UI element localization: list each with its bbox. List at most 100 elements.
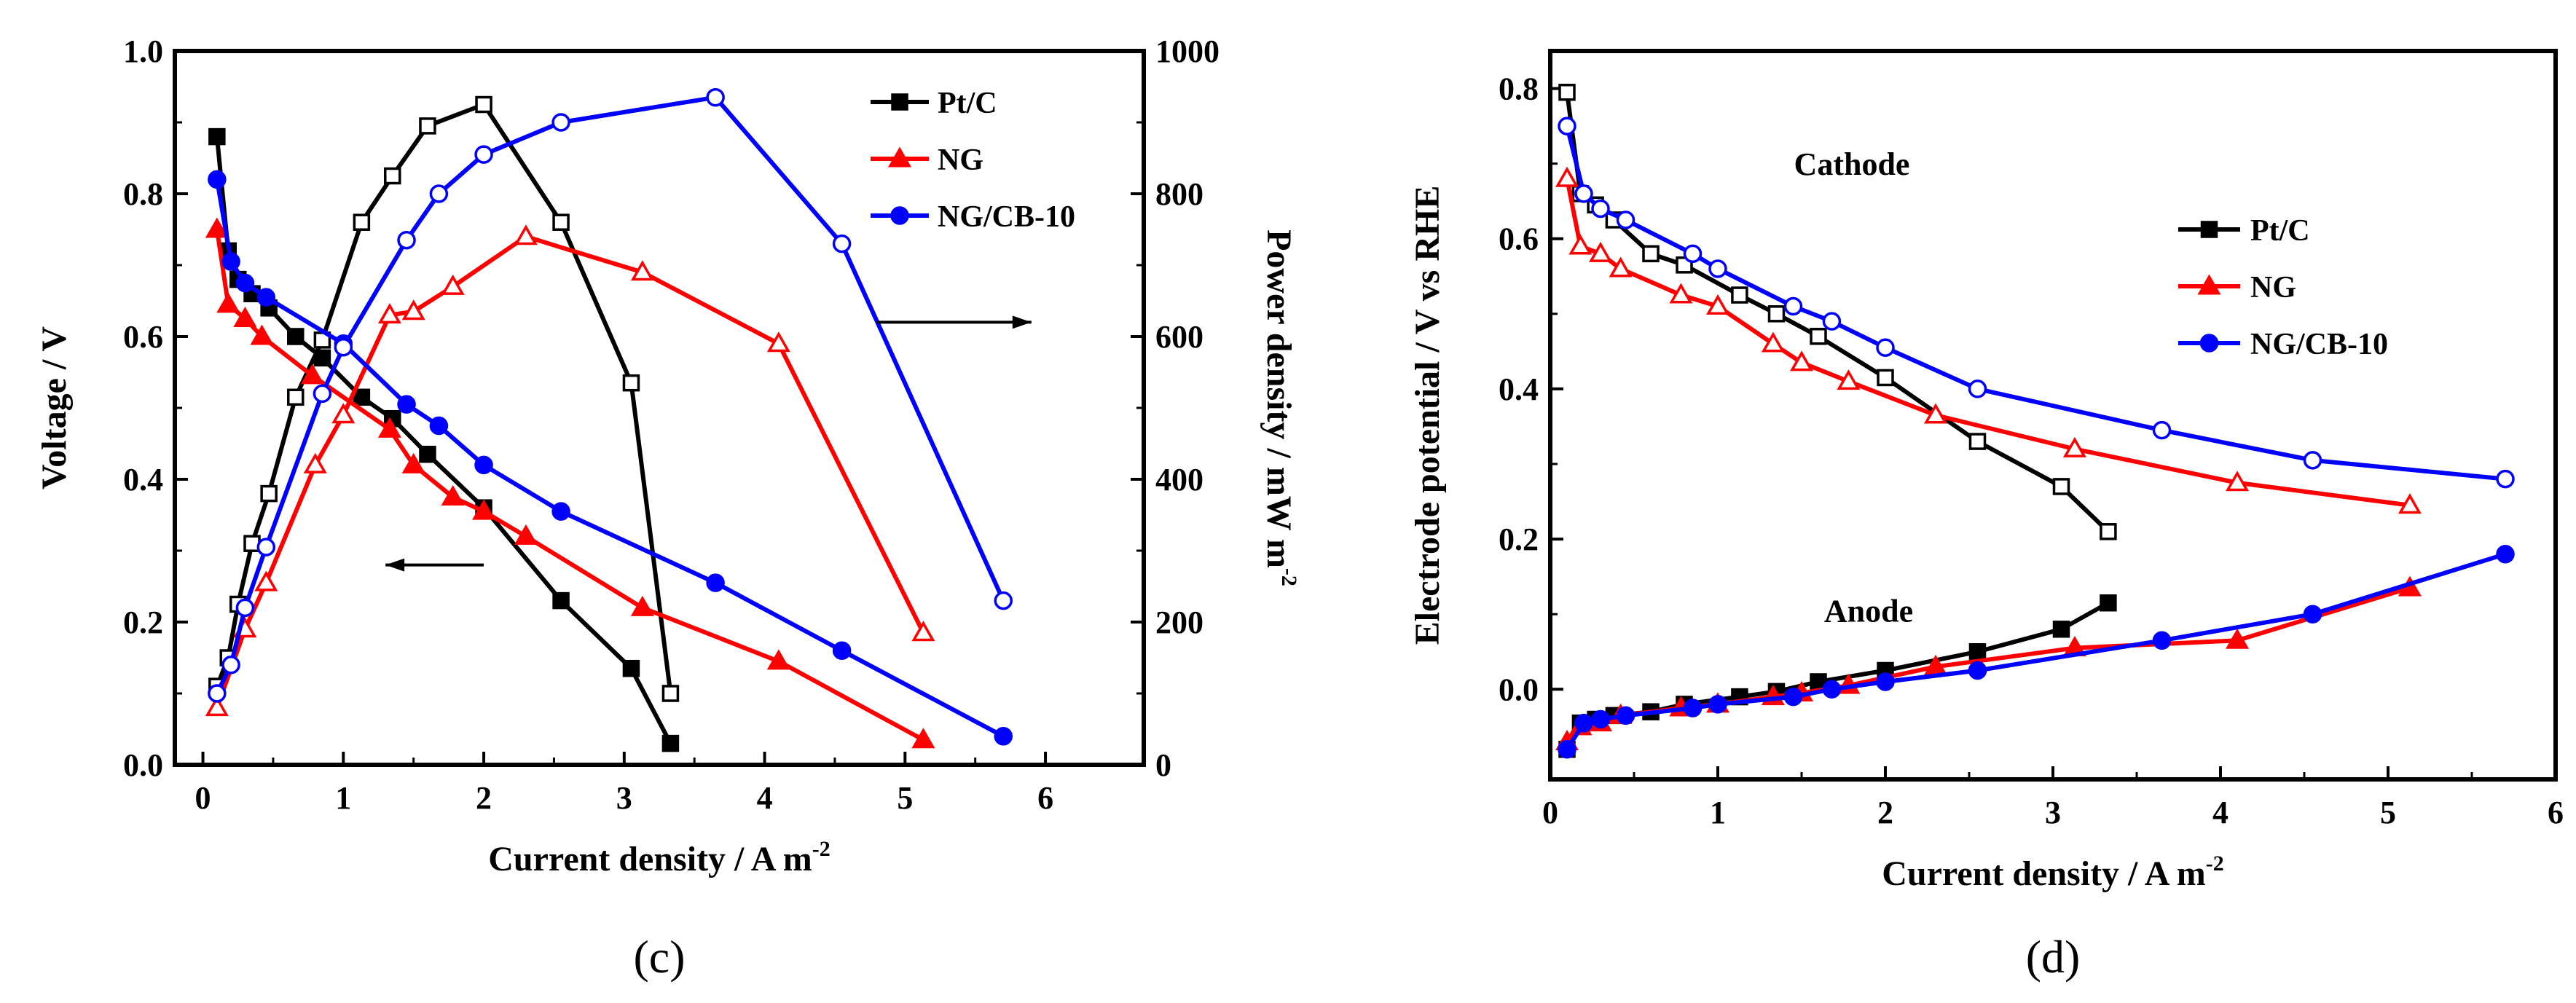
panel-d-series-ng-cb-10-anode [1558, 544, 2515, 759]
panel-c-y-axis-title: Voltage / V [35, 326, 74, 489]
panel-d-label: (d) [2026, 931, 2081, 983]
panel-d-data-point [2225, 628, 2250, 649]
panel-c-data-point [706, 573, 725, 592]
panel-c-data-point [235, 273, 255, 293]
panel-c-arrow [385, 558, 484, 572]
panel-c-y-tick-label: 0.4 [123, 462, 163, 497]
panel-c-data-point [377, 417, 401, 438]
panel-c-data-point [622, 374, 640, 392]
panel-d: 0 1 2 3 4 5 6 0.0 0.2 0.4 0.6 0.8 Pt/C NG NG/CB-10 Ca… [1408, 49, 2564, 983]
panel-c-series-pt-c-right [208, 95, 680, 702]
panel-d-data-point [2303, 605, 2322, 624]
panel-d-series-ng-cathode [1555, 166, 2422, 514]
panel-c-series-line [214, 229, 924, 742]
panel-d-legend-item: NG/CB-10 [2178, 328, 2388, 361]
panel-d-data-point [1783, 687, 1803, 707]
panel-c-y2-axis-title: Power density / mW m-2 [1260, 229, 1301, 586]
panel-d-data-point [1923, 403, 1948, 424]
panel-c-legend-item: NG [871, 143, 983, 177]
panel-d-x-axis-title: Current density / A m-2 [1882, 851, 2223, 893]
panel-d-data-point [1968, 379, 1987, 398]
panel-c-series-ng-cb-10-right [208, 87, 1013, 703]
panel-c-x-tick-label: 4 [757, 780, 773, 816]
panel-d-data-point [1789, 350, 1814, 371]
panel-d-data-point [1968, 642, 1987, 661]
panel-c-label: (c) [633, 931, 685, 983]
panel-c-data-point [208, 127, 226, 146]
panel-d-x-tick-label: 3 [2045, 795, 2061, 830]
panel-c-data-point [208, 170, 227, 189]
panel-d-data-point [1683, 244, 1703, 264]
panel-c-data-point [514, 524, 538, 545]
panel-d-legend-marker [2200, 221, 2218, 238]
panel-c-y-tick-label: 0.8 [123, 176, 163, 212]
panel-c-data-point [216, 292, 240, 313]
panel-d-data-point [1876, 672, 1895, 691]
panel-c-legend-label: Pt/C [938, 87, 997, 120]
panel-c-y-tick-label: 1.0 [123, 34, 163, 69]
panel-d-data-point [1761, 331, 1785, 353]
panel-c-legend-item: Pt/C [871, 87, 997, 120]
panel-c-series-ng-right [205, 224, 935, 717]
panel-c-series-line [215, 102, 673, 694]
panel-c-data-point [334, 337, 353, 357]
panel-c-x-tick-label: 1 [335, 780, 351, 816]
panel-d-data-point [1837, 369, 1861, 390]
panel-d-data-point [2152, 420, 2172, 440]
panel-d-data-point [1669, 283, 1693, 304]
panel-c-data-point [661, 685, 680, 702]
panel-c-y2-tick-label: 0 [1155, 747, 1171, 783]
panel-c-y2-tick-label: 400 [1155, 462, 1203, 497]
panel-c-legend-label: NG [938, 143, 983, 177]
panel-c-data-point [706, 87, 725, 107]
panel-c-data-point [303, 452, 327, 473]
panel-d-annotations: Cathode Anode [1794, 146, 1914, 629]
panel-c-data-point [254, 570, 278, 591]
panel-d-data-point [1877, 369, 1894, 387]
panel-c-data-point [622, 659, 640, 677]
panel-d-ticks: 0 1 2 3 4 5 6 0.0 0.2 0.4 0.6 0.8 [1499, 71, 2564, 830]
panel-d-data-point [1558, 117, 1576, 135]
panel-d-data-point [1810, 328, 1827, 345]
panel-d-x-tick-label: 0 [1542, 795, 1558, 830]
panel-c-data-point [401, 299, 425, 320]
panel-c-data-point [287, 328, 305, 345]
panel-d-data-point [1642, 245, 1660, 263]
panel-c-annotations [385, 315, 1032, 572]
panel-c-data-point [472, 499, 496, 520]
panel-c-y2-tick-label: 1000 [1155, 34, 1220, 69]
panel-d-legend-label: NG [2250, 271, 2296, 304]
panel-c-data-point [256, 538, 276, 556]
panel-d-legend-marker [2197, 274, 2221, 295]
panel-d-data-point [1822, 312, 1842, 331]
panel-c-arrow [876, 315, 1032, 329]
panel-d-data-point [1616, 211, 1635, 229]
panel-d-y-tick-label: 0.2 [1499, 522, 1539, 557]
panel-c-data-point [474, 455, 493, 475]
panel-c-data-point [766, 331, 790, 353]
panel-c-x-tick-label: 6 [1037, 780, 1053, 816]
panel-d-plot-frame [1548, 49, 2558, 782]
panel-c-data-point [250, 324, 274, 345]
panel-c-y-tick-label: 0.6 [123, 319, 163, 355]
panel-d-data-point [1708, 259, 1727, 278]
panel-d-data-point [1731, 286, 1748, 304]
panel-d-data-point [2225, 471, 2250, 492]
panel-c-data-point [205, 217, 229, 238]
panel-c-data-point [911, 728, 935, 749]
panel-c-data-point [353, 213, 371, 231]
panel-c-y2-tick-label: 200 [1155, 605, 1203, 640]
panel-c-arrow-head [1012, 315, 1032, 329]
panel-d-data-point [1683, 699, 1703, 717]
panel-c-data-point [221, 656, 240, 674]
panel-d-x-tick-label: 2 [1877, 795, 1893, 830]
panel-d-y-axis-title: Electrode potential / V vs RHE [1408, 186, 1447, 645]
panel-d-data-point [1968, 433, 1987, 450]
panel-c-data-point [233, 306, 257, 327]
panel-d-data-point [1876, 338, 1895, 357]
panel-d-legend-label: Pt/C [2250, 214, 2310, 248]
panel-d-data-point [1591, 199, 1610, 219]
panel-c-data-point [911, 621, 935, 642]
panel-d-series [1555, 83, 2515, 759]
